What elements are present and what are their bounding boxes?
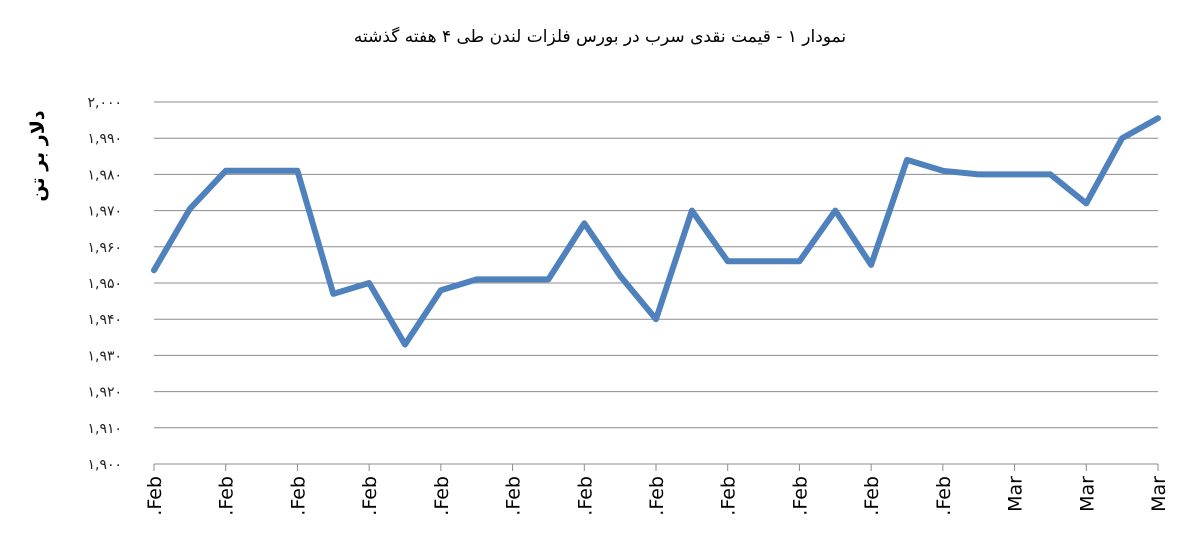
y-tick-label: ۱,۹۵۰ — [87, 276, 122, 292]
data-point — [332, 293, 334, 295]
data-point — [727, 260, 729, 262]
data-point — [763, 260, 765, 262]
data-point — [404, 344, 406, 346]
data-point — [583, 222, 585, 224]
y-tick-label: ۱,۹۸۰ — [87, 167, 122, 183]
x-tick-label: .Feb — [718, 476, 740, 516]
y-tick-label: ۱,۹۱۰ — [87, 421, 122, 437]
x-tick-label: .Feb — [359, 476, 381, 516]
chart-title: نمودار ۱ - قیمت نقدی سرب در بورس فلزات ل… — [354, 26, 846, 47]
series-line — [151, 115, 1161, 348]
x-tick-label: .Feb — [287, 476, 309, 516]
data-point — [619, 275, 621, 277]
data-point — [261, 170, 263, 172]
data-point — [547, 278, 549, 280]
data-point — [476, 278, 478, 280]
x-tick-label: .Feb — [431, 476, 453, 516]
y-tick-label: ۱,۹۶۰ — [87, 240, 122, 256]
x-tick-label: .Feb — [503, 476, 525, 516]
data-point — [440, 289, 442, 291]
y-tick-label: ۱,۹۷۰ — [87, 204, 122, 220]
y-tick-label: ۱,۹۰۰ — [87, 457, 122, 473]
data-point — [1085, 202, 1087, 204]
x-tick-label: .Feb — [144, 476, 166, 516]
data-point — [225, 170, 227, 172]
y-axis-label: دلار بر تن — [27, 110, 49, 202]
x-tick-label: Mar — [1148, 476, 1170, 512]
data-point — [153, 269, 155, 271]
x-tick-label: .Feb — [861, 476, 883, 516]
x-tick-label: .Feb — [574, 476, 596, 516]
x-tick-label: Mar — [1005, 476, 1027, 512]
y-tick-label: ۱,۹۲۰ — [87, 385, 122, 401]
series-layer — [151, 115, 1161, 348]
data-point — [1014, 173, 1016, 175]
data-point — [834, 210, 836, 212]
y-tick-label: ۱,۹۴۰ — [87, 312, 122, 328]
y-tick-labels: ۱,۹۰۰ ۱,۹۱۰ ۱,۹۲۰ ۱,۹۳۰ ۱,۹۴۰ ۱,۹۵۰ ۱,۹۶۰ ۱,۹۷۰… — [87, 95, 122, 473]
data-point — [296, 170, 298, 172]
y-tick-label: ۱,۹۹۰ — [87, 131, 122, 147]
data-point — [368, 282, 370, 284]
data-point — [906, 159, 908, 161]
x-tick-label: .Feb — [216, 476, 238, 516]
gridlines — [154, 101, 1158, 429]
data-point — [1121, 137, 1123, 139]
data-point — [655, 318, 657, 320]
x-tick-label: .Feb — [789, 476, 811, 516]
data-point — [1157, 117, 1159, 119]
data-point — [512, 278, 514, 280]
data-point — [189, 208, 191, 210]
data-point — [691, 210, 693, 212]
x-tick-label: .Feb — [646, 476, 668, 516]
data-point — [1049, 173, 1051, 175]
x-tick-label: Mar — [1076, 476, 1098, 512]
x-axis — [153, 463, 1159, 471]
data-point — [870, 264, 872, 266]
data-point — [942, 170, 944, 172]
x-tick-labels: .Feb .Feb .Feb .Feb .Feb .Feb .Feb .Feb .Feb .Feb… — [144, 476, 1170, 516]
x-tick-label: .Feb — [933, 476, 955, 516]
data-point — [978, 173, 980, 175]
data-point — [798, 260, 800, 262]
y-tick-label: ۲,۰۰۰ — [87, 95, 122, 111]
y-tick-label: ۱,۹۳۰ — [87, 348, 122, 364]
